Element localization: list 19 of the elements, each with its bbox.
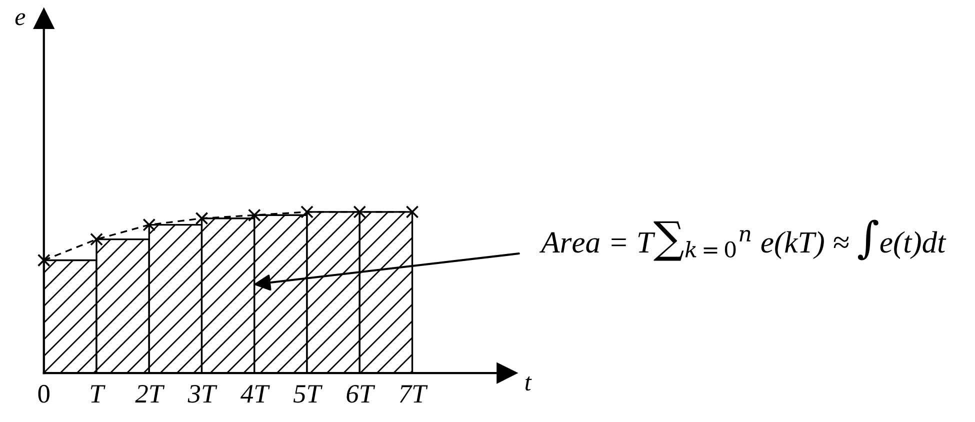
x-tick-label: T	[90, 385, 106, 402]
x-tick-label: 2T	[135, 384, 165, 402]
x-axis-title: t	[525, 376, 532, 391]
point	[142, 218, 156, 232]
point	[353, 205, 366, 218]
x-tick-label: 0	[38, 384, 50, 403]
text: Area = T∑$_{k=0}$$^{n}$ e(kT) ≈ ∫e(t)dt	[539, 220, 946, 261]
x-tick-label: 7T	[400, 385, 428, 402]
point	[195, 212, 208, 225]
x-tick-label: 3T	[188, 384, 218, 403]
point	[248, 208, 261, 222]
x-tick-label: 5T	[293, 385, 323, 403]
point	[406, 205, 419, 218]
text: e	[15, 13, 26, 26]
point	[37, 254, 50, 267]
point	[90, 232, 103, 246]
x-tick-label: 4T	[240, 385, 270, 402]
x-tick-label: 6T	[346, 384, 376, 403]
point	[300, 205, 314, 218]
